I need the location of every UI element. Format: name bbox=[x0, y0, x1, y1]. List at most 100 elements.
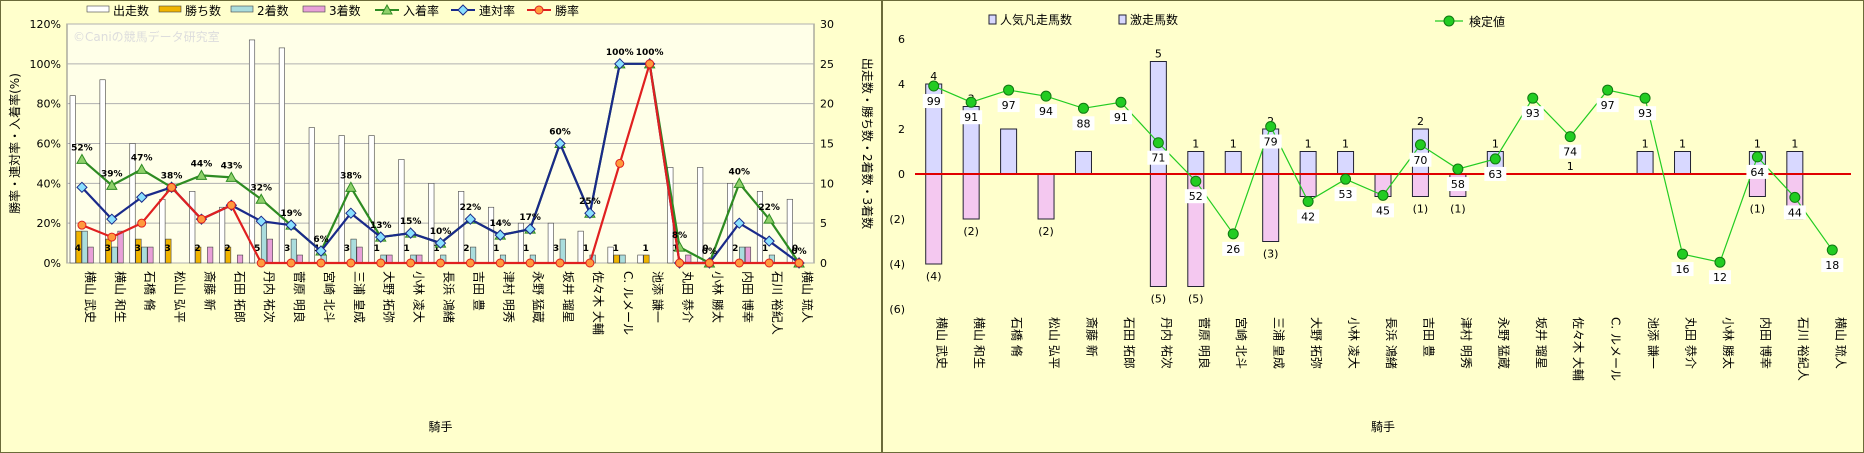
bar-激走馬数 bbox=[1411, 173, 1429, 197]
legend-swatch bbox=[158, 5, 182, 13]
negative-count-label: (4) bbox=[926, 270, 942, 283]
y-tick-label: (4) bbox=[889, 258, 905, 271]
score-label: 70 bbox=[1413, 154, 1427, 167]
negative-count-label: (2) bbox=[963, 225, 979, 238]
point-勝率 bbox=[256, 258, 266, 268]
y-tick-label: 2 bbox=[898, 123, 905, 136]
bar-count-label: 1 bbox=[613, 244, 619, 254]
point-連対率 bbox=[255, 215, 267, 227]
point-勝率 bbox=[107, 232, 117, 242]
positive-count-label: 2 bbox=[1417, 115, 1424, 128]
rate-label: 60% bbox=[549, 128, 571, 138]
rate-label: 14% bbox=[489, 219, 511, 229]
left-tick-label: 0% bbox=[44, 257, 61, 270]
point-連対率 bbox=[345, 207, 357, 219]
performance-chart: 0%20%40%60%80%100%120%051015202530©Caniの… bbox=[7, 3, 875, 434]
score-label: 12 bbox=[1713, 271, 1727, 284]
category-label: 三浦 皇成 bbox=[352, 271, 366, 323]
bar-count-label: 3 bbox=[135, 244, 141, 254]
point-勝率 bbox=[286, 258, 296, 268]
left-tick-label: 40% bbox=[37, 177, 61, 190]
category-label: 小林 勝太 bbox=[1721, 317, 1736, 369]
category-label: 小林 勝太 bbox=[710, 271, 725, 323]
category-label: 横山 武史 bbox=[83, 271, 97, 323]
bar-勝ち数 bbox=[613, 254, 620, 264]
point-検定値 bbox=[1677, 248, 1689, 260]
legend-label: 勝率 bbox=[555, 3, 579, 18]
left-axis-title: 勝率・連対率・入着率(%) bbox=[7, 73, 22, 214]
point-勝率 bbox=[555, 258, 565, 268]
bar-勝ち数 bbox=[195, 246, 202, 264]
score-label-bg bbox=[1446, 177, 1469, 192]
legend-label: 検定値 bbox=[1469, 14, 1505, 29]
bar-出走数 bbox=[219, 206, 226, 264]
left-tick-label: 120% bbox=[30, 18, 61, 31]
performance-chart-panel: 0% 20% 40% 60% 80% 100% 120% 0 5 10 15 20 25 30 ©Caniの… bbox=[0, 0, 882, 453]
score-label: 91 bbox=[964, 111, 978, 124]
positive-count-label: 4 bbox=[930, 70, 937, 83]
left-tick-label: 80% bbox=[37, 98, 61, 111]
y-tick-label: (2) bbox=[889, 213, 905, 226]
legend-marker bbox=[381, 3, 393, 15]
category-label: 坂井 瑠星 bbox=[561, 271, 575, 323]
negative-count-label: (2) bbox=[1038, 225, 1054, 238]
rate-label: 44% bbox=[191, 159, 213, 169]
point-連対率 bbox=[434, 237, 447, 249]
point-検定値 bbox=[1452, 163, 1464, 175]
score-label: 58 bbox=[1451, 178, 1465, 191]
bar-出走数 bbox=[488, 206, 495, 264]
rate-label: 100% bbox=[606, 48, 634, 58]
right-tick-label: 20 bbox=[820, 98, 834, 111]
point-入着率 bbox=[733, 177, 746, 188]
rate-label: 38% bbox=[340, 171, 362, 181]
bar-count-label: 1 bbox=[493, 244, 499, 254]
category-label: 大野 拓弥 bbox=[382, 271, 397, 323]
point-検定値 bbox=[1227, 228, 1239, 240]
point-連対率 bbox=[404, 227, 417, 239]
point-連対率 bbox=[584, 207, 596, 219]
bar-人気凡走馬数 bbox=[1674, 151, 1692, 175]
rate-label: 25% bbox=[579, 197, 601, 207]
point-検定値 bbox=[1152, 137, 1164, 149]
category-label: 石川 裕紀人 bbox=[1796, 317, 1811, 381]
point-勝率 bbox=[316, 258, 326, 268]
score-label-bg bbox=[1559, 144, 1582, 159]
point-入着率 bbox=[105, 179, 118, 190]
upset-chart: 6420(2)(4)(6)4(4)3(2)(2)5(5)1(5)12(3)112… bbox=[889, 12, 1851, 434]
category-label: 池添 謙一 bbox=[1646, 317, 1660, 369]
score-label: 93 bbox=[1526, 107, 1540, 120]
point-検定値 bbox=[1040, 90, 1052, 102]
bar-3着数 bbox=[147, 246, 154, 264]
category-label: 斎藤 新 bbox=[1084, 317, 1099, 357]
category-label: 吉田 豊 bbox=[1421, 317, 1435, 357]
legend-label: 勝ち数 bbox=[185, 3, 221, 18]
point-入着率 bbox=[763, 213, 776, 224]
point-勝率 bbox=[406, 258, 416, 268]
score-label-bg bbox=[997, 98, 1020, 113]
bar-3着数 bbox=[266, 238, 273, 264]
positive-count-label: 1 bbox=[1305, 138, 1312, 151]
upset-chart-panel: 6420(2)(4)(6)4(4)3(2)(2)5(5)1(5)12(3)112… bbox=[882, 0, 1864, 453]
category-label: 永野 猛蔵 bbox=[1496, 317, 1510, 369]
bar-count-label: 0 bbox=[792, 244, 798, 254]
bar-3着数 bbox=[87, 246, 94, 264]
rate-label: 40% bbox=[729, 167, 751, 177]
point-検定値 bbox=[1714, 256, 1726, 268]
score-label-bg bbox=[1222, 241, 1245, 256]
point-検定値 bbox=[1265, 121, 1277, 133]
score-label-bg bbox=[1297, 209, 1320, 224]
score-label-bg bbox=[1708, 270, 1731, 285]
point-入着率 bbox=[255, 193, 268, 204]
bar-3着数 bbox=[237, 254, 244, 264]
bar-3着数 bbox=[296, 254, 303, 264]
right-tick-label: 5 bbox=[820, 217, 827, 230]
category-label: 石橋 脩 bbox=[143, 271, 157, 311]
point-勝率 bbox=[764, 258, 774, 268]
rate-label: 17% bbox=[519, 213, 541, 223]
bar-出走数 bbox=[69, 95, 76, 264]
category-label: 斎藤 新 bbox=[202, 271, 217, 311]
bar-2着数 bbox=[81, 230, 88, 264]
negative-count-label: (1) bbox=[1750, 203, 1766, 216]
point-連対率 bbox=[135, 191, 148, 203]
